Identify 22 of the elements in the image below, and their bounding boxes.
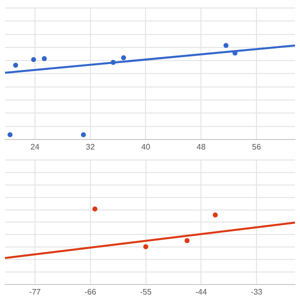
point [92,206,98,212]
x-tick-label: 24 [30,142,40,152]
x-tick-label: 56 [252,142,262,152]
x-tick-label: -66 [84,287,97,296]
point [31,57,36,62]
point [80,132,86,138]
point [13,62,18,68]
point [42,56,47,62]
point [184,238,190,244]
x-tick-label: -33 [250,287,263,296]
point [8,132,13,138]
x-tick-label: 32 [86,142,96,152]
x-tick-label: -55 [140,287,152,296]
point [143,244,148,250]
point [110,60,116,65]
x-tick-label: 40 [141,142,151,152]
x-tick-label: -44 [195,287,208,296]
x-tick-label: -77 [29,287,42,296]
point [212,212,218,218]
point [223,43,228,48]
point [121,55,126,60]
x-tick-label: 48 [196,142,206,152]
